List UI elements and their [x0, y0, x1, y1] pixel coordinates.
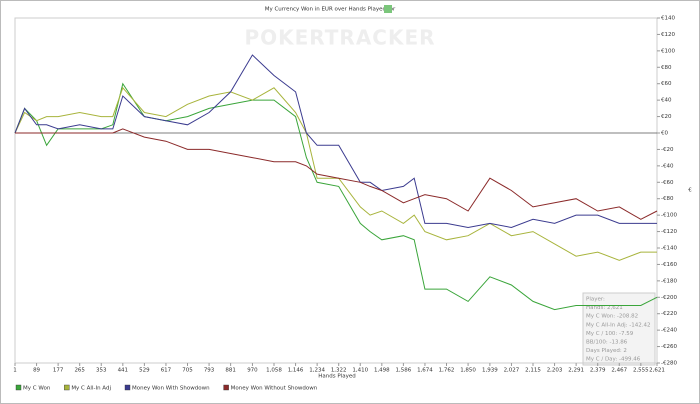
x-tick-label: 265: [74, 368, 85, 374]
chart-title: My Currency Won in EUR over Hands Played…: [265, 7, 396, 13]
y-tick-label: -€100: [661, 213, 677, 219]
y-tick-label: €140: [661, 16, 675, 22]
x-tick-label: 970: [247, 368, 258, 374]
y-tick-label: -€240: [661, 328, 677, 334]
legend-swatch: [15, 384, 22, 391]
x-tick-label: 89: [33, 368, 40, 374]
y-tick-label: -€60: [661, 180, 674, 186]
x-tick-label: 793: [204, 368, 215, 374]
tooltip-line: Days Played: 2: [586, 348, 627, 354]
x-tick-label: 1,586: [396, 368, 412, 374]
x-tick-label: 529: [139, 368, 150, 374]
legend-label: Money Won With Showdown: [132, 386, 210, 392]
legend-swatch: [64, 384, 70, 391]
x-tick-label: 1,322: [331, 368, 347, 374]
x-tick-label: 1,762: [439, 368, 455, 374]
legend: My C Won My C All-In Adj Money Won With Sh…: [15, 384, 318, 392]
x-tick-label: 881: [225, 368, 236, 374]
legend-swatch: [223, 384, 229, 391]
y-tick-label: €80: [661, 65, 672, 71]
y-tick-label: €40: [661, 98, 672, 104]
series-line: [14, 86, 657, 261]
y-tick-label: -€160: [661, 262, 677, 268]
y-tick-label: -€200: [661, 295, 677, 301]
x-tick-label: 1,058: [266, 368, 282, 374]
x-tick-label: 1,674: [417, 368, 433, 374]
tooltip-line: My C / Day: -499.46: [586, 357, 641, 363]
series-line: [14, 54, 657, 229]
x-tick-label: 1,234: [309, 368, 325, 374]
legend-label: My C Won: [23, 386, 51, 392]
x-tick-label: 2,467: [611, 368, 627, 374]
y-tick-label: -€220: [661, 311, 677, 317]
watermark: POKERTRACKER: [244, 26, 435, 50]
x-tick-label: 2,555: [633, 368, 649, 374]
y-tick-label: -€180: [661, 278, 677, 284]
y-tick-label: -€40: [661, 163, 674, 169]
plot-area: [14, 17, 658, 364]
y-tick-label: -€280: [661, 361, 677, 367]
x-tick-label: 1,498: [374, 368, 390, 374]
y-tick-label: €100: [661, 48, 675, 54]
x-tick-label: 177: [53, 368, 64, 374]
x-axis-label: Hands Played: [318, 374, 355, 380]
y-tick-label: €0: [661, 131, 668, 137]
y-tick-label: -€120: [661, 229, 677, 235]
y-tick-label: -€260: [661, 344, 677, 350]
y-tick-label: -€20: [661, 147, 674, 153]
x-tick-label: 1: [13, 368, 17, 374]
x-tick-label: 2,291: [568, 368, 584, 374]
x-tick-label: 2,621: [649, 368, 665, 374]
x-tick-label: 1,146: [288, 368, 304, 374]
x-tick-label: 617: [161, 368, 172, 374]
tooltip-line: My C Won: -208.82: [586, 314, 638, 320]
x-tick-label: 2,115: [525, 368, 541, 374]
x-tick-label: 1,939: [482, 368, 498, 374]
legend-label: My C All-In Adj: [71, 386, 111, 392]
x-tick-label: 2,379: [590, 368, 606, 374]
tooltip-line: My C / 100: -7.59: [586, 331, 634, 337]
y-tick-label: -€80: [661, 196, 674, 202]
x-tick-label: 441: [118, 368, 129, 374]
tooltip-line: Hands: 2,621: [586, 305, 623, 311]
y-tick-label: €20: [661, 114, 672, 120]
x-tick-label: 1,850: [460, 368, 476, 374]
y-axis-label: €: [688, 188, 692, 194]
x-tick-label: 705: [182, 368, 193, 374]
y-tick-label: €120: [661, 32, 675, 38]
y-tick-label: -€140: [661, 246, 677, 252]
x-tick-label: 2,027: [504, 368, 520, 374]
x-tick-label: 2,203: [547, 368, 563, 374]
x-tick-label: 353: [96, 368, 107, 374]
tooltip-line: My C All-In Adj: -142.42: [586, 322, 651, 328]
player-icon: [384, 5, 392, 13]
x-tick-label: 1,410: [352, 368, 368, 374]
tooltip-line: BB/100: -13.86: [586, 340, 628, 346]
series-line: [15, 128, 658, 220]
legend-label: Money Won Without Showdown: [231, 386, 318, 392]
y-tick-label: €60: [661, 81, 672, 87]
tooltip-line: Player:: [586, 297, 605, 303]
legend-swatch: [124, 384, 131, 391]
